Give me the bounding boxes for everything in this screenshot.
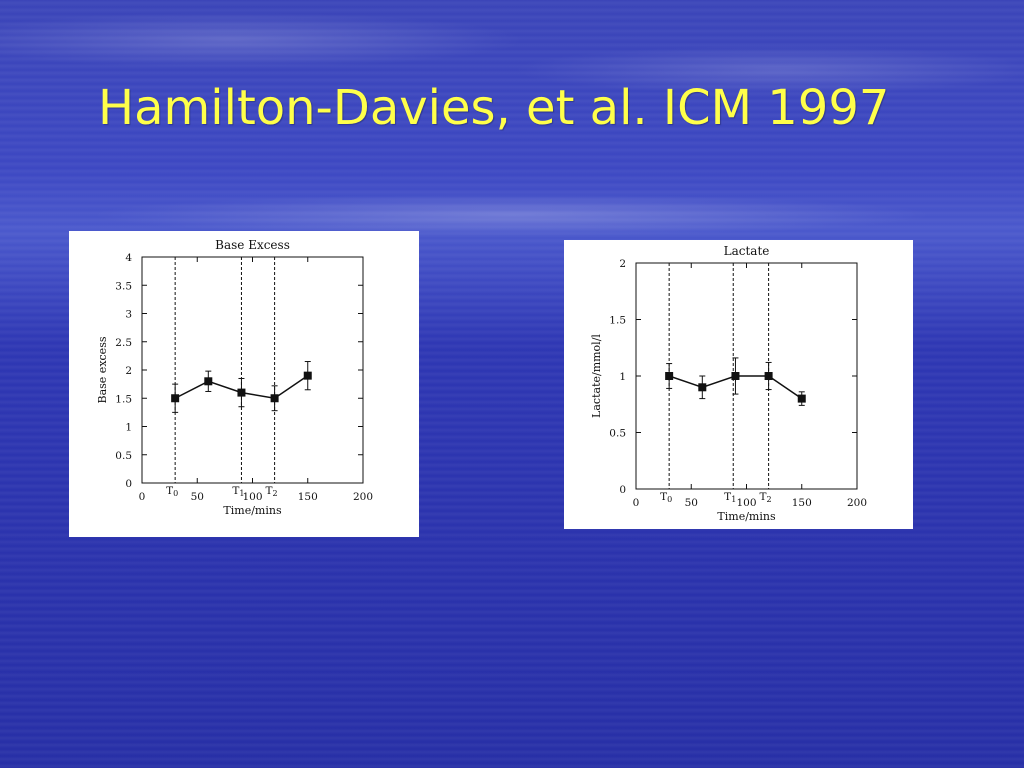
y-tick-label: 1 (619, 371, 626, 383)
x-tick-label: 100 (736, 497, 756, 509)
time-marker-label: T2 (266, 485, 278, 498)
x-tick-label: 0 (139, 491, 146, 503)
y-tick-label: 1 (125, 422, 132, 434)
base-excess-chart-panel: Base Excess 0 0.5 1 1.5 2 2.5 3 3.5 4 0 50 100 150 200… (69, 231, 419, 537)
lactate-chart: Lactate 0 0.5 1 1.5 2 0 50 100 150 200 Time/mins Lac… (590, 244, 867, 523)
x-tick-label: 200 (847, 497, 867, 509)
lactate-chart-panel: Lactate 0 0.5 1 1.5 2 0 50 100 150 200 Time/mins Lac… (564, 240, 913, 529)
data-point (731, 372, 740, 380)
data-point (698, 383, 707, 392)
x-tick-label: 200 (353, 491, 373, 503)
x-axis-label: Time/mins (717, 510, 776, 523)
base-excess-chart: Base Excess 0 0.5 1 1.5 2 2.5 3 3.5 4 0 50 100 150 200… (96, 238, 373, 517)
x-tick-label: 150 (298, 491, 318, 503)
time-marker-label: T1 (724, 491, 736, 504)
y-tick-label: 0.5 (609, 428, 626, 440)
y-tick-label: 0 (125, 478, 132, 490)
y-tick-label: 2.5 (115, 337, 132, 349)
chart-title: Lactate (724, 244, 770, 258)
x-tick-label: 150 (792, 497, 812, 509)
time-marker-label: T2 (760, 491, 772, 504)
y-axis-label: Lactate/mmol/l (590, 334, 603, 418)
data-point (204, 377, 213, 386)
y-tick-label: 2 (125, 365, 132, 377)
time-marker-label: T0 (660, 491, 672, 504)
y-tick-label: 3.5 (115, 280, 132, 292)
data-point (665, 372, 674, 380)
data-point (303, 371, 312, 380)
x-tick-label: 100 (242, 491, 262, 503)
y-tick-label: 3 (125, 309, 132, 321)
y-axis-label: Base excess (96, 336, 109, 403)
y-tick-label: 0 (619, 484, 626, 496)
x-tick-label: 0 (633, 497, 640, 509)
slide-title: Hamilton-Davies, et al. ICM 1997 (98, 80, 890, 136)
time-marker-label: T1 (232, 485, 244, 498)
data-point (171, 394, 180, 403)
time-marker-label: T0 (166, 485, 178, 498)
y-tick-label: 1.5 (609, 315, 626, 327)
y-tick-label: 0.5 (115, 450, 132, 462)
y-tick-label: 4 (125, 252, 132, 264)
x-tick-label: 50 (685, 497, 698, 509)
data-point (764, 372, 773, 380)
data-point (270, 394, 279, 403)
chart-title: Base Excess (215, 238, 290, 252)
x-tick-label: 50 (191, 491, 204, 503)
y-tick-label: 1.5 (115, 393, 132, 405)
x-axis-label: Time/mins (223, 504, 282, 517)
data-point (237, 388, 246, 397)
y-tick-label: 2 (619, 258, 626, 270)
data-point (797, 394, 806, 403)
